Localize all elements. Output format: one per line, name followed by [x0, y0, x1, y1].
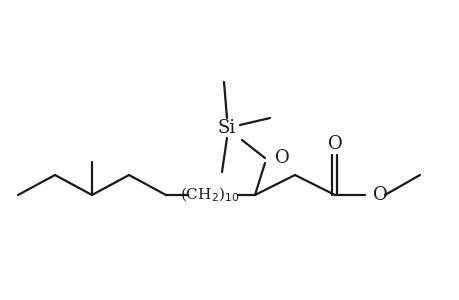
Text: Si: Si [218, 119, 235, 137]
Text: O: O [327, 135, 341, 153]
Text: (CH$_2$)$_{10}$: (CH$_2$)$_{10}$ [180, 186, 239, 204]
Text: O: O [274, 149, 289, 167]
Text: O: O [372, 186, 386, 204]
